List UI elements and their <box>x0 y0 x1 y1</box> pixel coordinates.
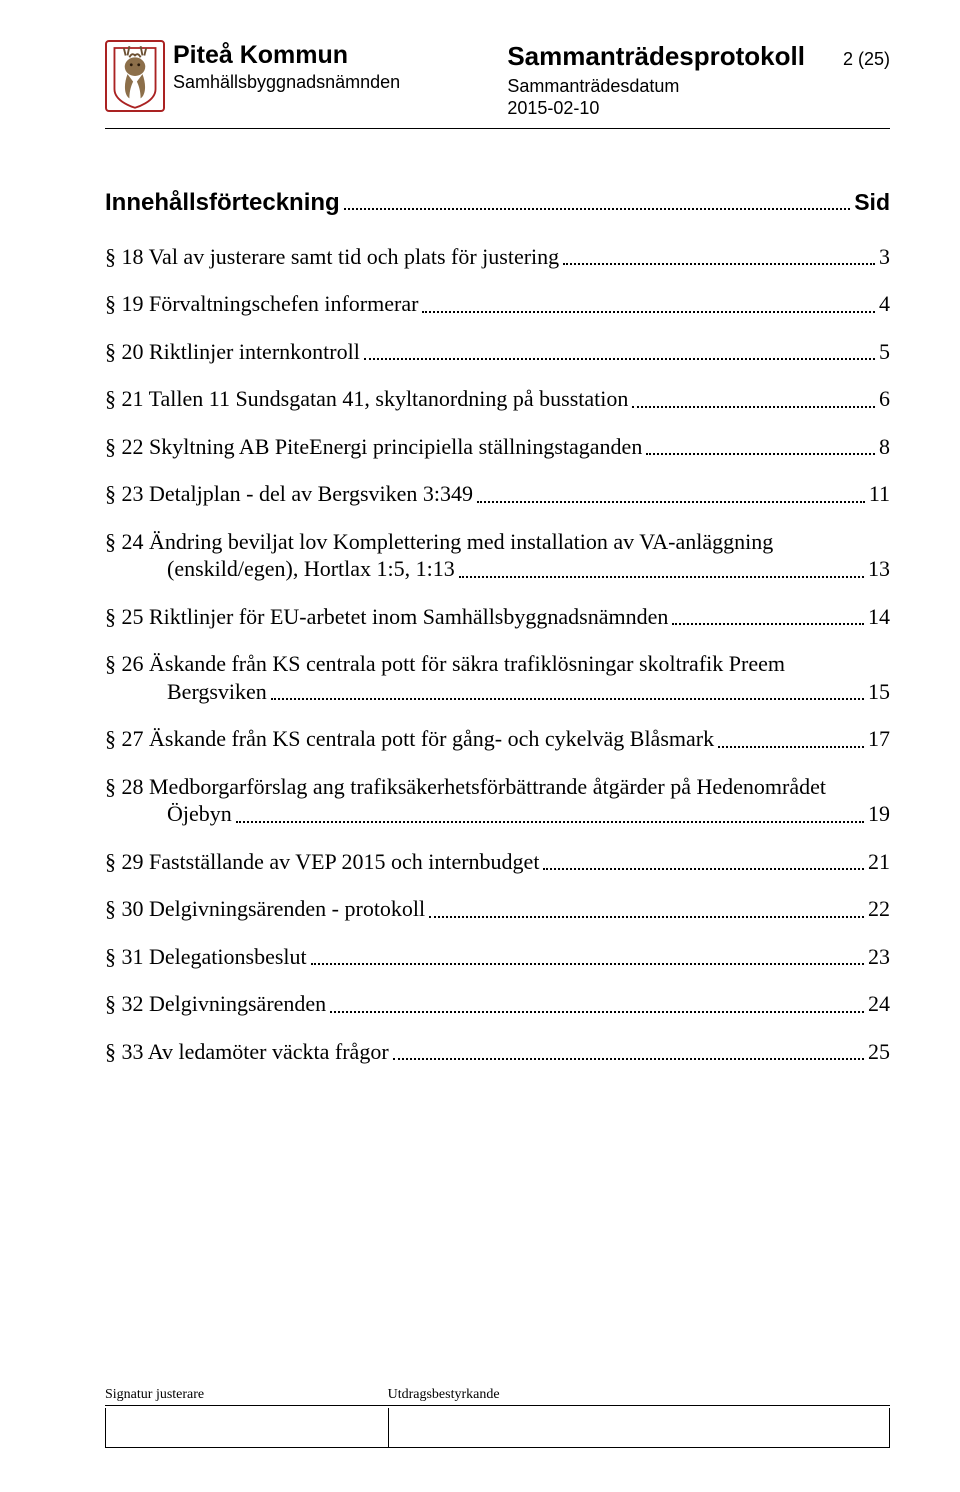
toc-leader <box>563 263 875 265</box>
header-right: Sammanträdesprotokoll 2 (25) Sammanträde… <box>507 40 890 120</box>
toc-item-page: 14 <box>868 603 890 631</box>
toc-leader <box>236 821 864 823</box>
toc-leader <box>459 576 864 578</box>
doc-subtitle: Sammanträdesdatum <box>507 75 890 98</box>
header-left: Piteå Kommun Samhällsbyggnadsnämnden <box>105 40 400 112</box>
toc-item-label: § 20 Riktlinjer internkontroll <box>105 338 360 366</box>
toc-leader <box>477 501 865 503</box>
org-name: Piteå Kommun <box>173 40 400 70</box>
footer-left-label: Signatur justerare <box>105 1387 388 1403</box>
toc-item-page: 6 <box>879 385 890 413</box>
toc-item: § 22 Skyltning AB PiteEnergi principiell… <box>105 433 890 461</box>
toc-item: § 23 Detaljplan - del av Bergsviken 3:34… <box>105 480 890 508</box>
toc-leader <box>393 1058 864 1060</box>
toc-item-label-line2: Bergsviken <box>105 678 267 706</box>
toc-leader <box>718 746 864 748</box>
toc-item-label: § 32 Delgivningsärenden <box>105 990 326 1018</box>
org-text: Piteå Kommun Samhällsbyggnadsnämnden <box>173 40 400 94</box>
toc-item-label-line1: § 24 Ändring beviljat lov Komplettering … <box>105 528 890 556</box>
toc-item-page: 21 <box>868 848 890 876</box>
toc-item-label-line1: § 28 Medborgarförslag ang trafiksäkerhet… <box>105 773 890 801</box>
page-header: Piteå Kommun Samhällsbyggnadsnämnden Sam… <box>105 40 890 120</box>
toc-item-label: § 23 Detaljplan - del av Bergsviken 3:34… <box>105 480 473 508</box>
toc-heading-row: Innehållsförteckning Sid <box>105 189 890 217</box>
toc-item-page: 8 <box>879 433 890 461</box>
toc-item: § 19 Förvaltningschefen informerar 4 <box>105 290 890 318</box>
toc-item-label-line2: Öjebyn <box>105 800 232 828</box>
toc-item-page: 15 <box>868 678 890 706</box>
footer-cell-signature <box>105 1408 388 1448</box>
toc-item-page: 11 <box>869 480 890 508</box>
toc-item-page: 3 <box>879 243 890 271</box>
toc-item-label: § 22 Skyltning AB PiteEnergi principiell… <box>105 433 642 461</box>
toc-item: § 32 Delgivningsärenden 24 <box>105 990 890 1018</box>
toc-item: § 24 Ändring beviljat lov Komplettering … <box>105 528 890 583</box>
page: Piteå Kommun Samhällsbyggnadsnämnden Sam… <box>0 0 960 1492</box>
toc-leader <box>422 311 875 313</box>
toc-item-label: § 33 Av ledamöter väckta frågor <box>105 1038 389 1066</box>
toc-item-label: § 30 Delgivningsärenden - protokoll <box>105 895 425 923</box>
toc-item-label: § 27 Äskande från KS centrala pott för g… <box>105 725 714 753</box>
toc-item-label: § 29 Fastställande av VEP 2015 och inter… <box>105 848 539 876</box>
toc-leader <box>364 358 875 360</box>
toc-item-page: 24 <box>868 990 890 1018</box>
doc-date: 2015-02-10 <box>507 97 890 120</box>
toc-heading: Innehållsförteckning <box>105 189 340 217</box>
toc-leader <box>330 1011 864 1013</box>
page-number: 2 (25) <box>843 48 890 71</box>
footer-rule <box>105 1405 890 1406</box>
toc-item-line2-row: Öjebyn 19 <box>105 800 890 828</box>
toc-leader <box>646 453 875 455</box>
toc-item-page: 13 <box>868 555 890 583</box>
toc-item-page: 22 <box>868 895 890 923</box>
page-footer: Signatur justerare Utdragsbestyrkande <box>105 1387 890 1448</box>
toc-item-page: 19 <box>868 800 890 828</box>
org-subname: Samhällsbyggnadsnämnden <box>173 72 400 94</box>
toc-item-label: § 18 Val av justerare samt tid och plats… <box>105 243 559 271</box>
toc-item-label: § 31 Delegationsbeslut <box>105 943 307 971</box>
toc-leader <box>632 406 875 408</box>
toc-item: § 20 Riktlinjer internkontroll 5 <box>105 338 890 366</box>
header-rule <box>105 128 890 129</box>
toc-item-page: 17 <box>868 725 890 753</box>
footer-right-label: Utdragsbestyrkande <box>388 1387 890 1403</box>
toc-item: § 27 Äskande från KS centrala pott för g… <box>105 725 890 753</box>
toc-item-page: 25 <box>868 1038 890 1066</box>
reindeer-shield-icon <box>107 42 163 110</box>
toc-item: § 25 Riktlinjer för EU-arbetet inom Samh… <box>105 603 890 631</box>
toc-item: § 21 Tallen 11 Sundsgatan 41, skyltanord… <box>105 385 890 413</box>
toc-item: § 29 Fastställande av VEP 2015 och inter… <box>105 848 890 876</box>
toc-sid-label: Sid <box>854 189 890 216</box>
toc-item: § 33 Av ledamöter väckta frågor 25 <box>105 1038 890 1066</box>
toc-leader <box>311 963 864 965</box>
municipality-logo <box>105 40 165 112</box>
toc-item-label: § 21 Tallen 11 Sundsgatan 41, skyltanord… <box>105 385 628 413</box>
toc-item-label-line1: § 26 Äskande från KS centrala pott för s… <box>105 650 890 678</box>
toc-item: § 28 Medborgarförslag ang trafiksäkerhet… <box>105 773 890 828</box>
toc-item-page: 23 <box>868 943 890 971</box>
toc-item: § 26 Äskande från KS centrala pott för s… <box>105 650 890 705</box>
toc-item-page: 4 <box>879 290 890 318</box>
footer-cell-attest <box>388 1408 890 1448</box>
toc-leader <box>672 623 864 625</box>
footer-labels: Signatur justerare Utdragsbestyrkande <box>105 1387 890 1403</box>
toc-leader <box>543 868 864 870</box>
footer-cells <box>105 1408 890 1448</box>
toc-item: § 18 Val av justerare samt tid och plats… <box>105 243 890 271</box>
doc-title: Sammanträdesprotokoll <box>507 40 805 73</box>
toc-item-label: § 25 Riktlinjer för EU-arbetet inom Samh… <box>105 603 668 631</box>
toc-item-label-line2: (enskild/egen), Hortlax 1:5, 1:13 <box>105 555 455 583</box>
toc-leader <box>271 698 864 700</box>
doc-title-row: Sammanträdesprotokoll 2 (25) <box>507 40 890 73</box>
toc-item-line2-row: Bergsviken 15 <box>105 678 890 706</box>
toc-item-line2-row: (enskild/egen), Hortlax 1:5, 1:13 13 <box>105 555 890 583</box>
toc-item-label: § 19 Förvaltningschefen informerar <box>105 290 418 318</box>
table-of-contents: § 18 Val av justerare samt tid och plats… <box>105 243 890 1066</box>
toc-heading-leader <box>344 208 851 210</box>
toc-leader <box>429 916 864 918</box>
toc-item-page: 5 <box>879 338 890 366</box>
toc-item: § 31 Delegationsbeslut 23 <box>105 943 890 971</box>
toc-item: § 30 Delgivningsärenden - protokoll 22 <box>105 895 890 923</box>
